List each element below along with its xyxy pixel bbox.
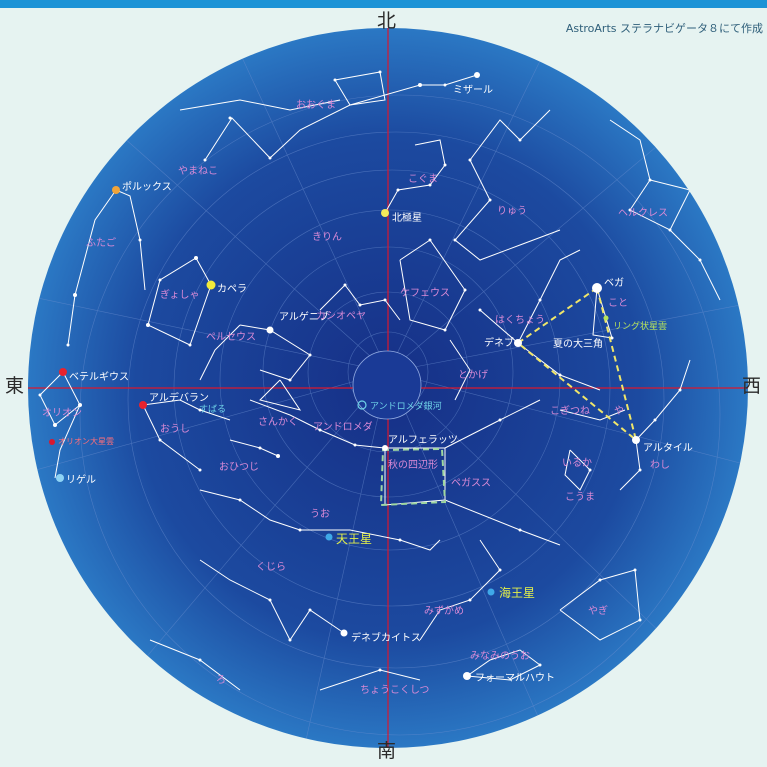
label-alpheratz: アルフェラッツ (388, 434, 458, 446)
const-label: ヘルクレス (618, 207, 668, 219)
label-orion-nebula: オリオン大星雲 (58, 436, 114, 446)
const-label: うお (310, 508, 330, 520)
const-label: やぎ (588, 604, 608, 617)
named-stars (49, 72, 640, 680)
const-label: ぎょしゃ (160, 288, 200, 301)
direction-north: 北 (377, 10, 397, 32)
direction-west: 西 (742, 375, 762, 397)
label-altair: アルタイル (643, 442, 693, 454)
planet-neptune (487, 588, 495, 596)
const-label: やまねこ (178, 165, 218, 177)
const-label: おひつじ (219, 461, 259, 473)
star-deneb-kaitos (340, 629, 348, 637)
label-fomalhaut: フォーマルハウト (475, 672, 555, 684)
star-polaris (381, 209, 389, 217)
top-accent-bar (0, 0, 767, 8)
pole-ring (352, 350, 422, 420)
label-autumn-square: 秋の四辺形 (388, 458, 438, 471)
label-andromeda-galaxy: アンドロメダ銀河 (370, 400, 442, 412)
label-mizar: ミザール (453, 84, 493, 96)
label-deneb-kaitos: デネブカイトス (351, 631, 421, 644)
const-label: おうし (160, 423, 190, 435)
const-label: こと (608, 297, 628, 309)
const-label: こうま (565, 491, 595, 503)
label-uranus: 天王星 (336, 532, 372, 546)
label-algenib: アルゲニブ (279, 310, 329, 323)
const-label: カシオペヤ (316, 310, 366, 322)
const-label: ケフェウス (400, 287, 450, 299)
const-label: ちょうこくしつ (360, 684, 429, 696)
const-label: アンドロメダ (313, 420, 373, 433)
star-alpheratz (382, 445, 388, 451)
label-deneb: デネブ (484, 336, 514, 349)
const-label: や (614, 405, 624, 417)
ring-nebula-dot (603, 315, 609, 321)
label-neptune: 海王星 (499, 585, 535, 600)
const-label: いるか (562, 457, 592, 469)
const-label: さんかく (258, 416, 298, 428)
const-label: ペガスス (451, 477, 491, 489)
label-summer-triangle: 夏の大三角 (553, 337, 603, 350)
const-label: はくちょう (495, 314, 545, 326)
object-labels: すばる リング状星雲 アンドロメダ銀河 オリオン大星雲 夏の大三角 秋の四辺形 (58, 320, 667, 471)
star-rigel (56, 474, 64, 482)
const-label: わし (650, 459, 670, 471)
star-altair (632, 436, 640, 444)
label-betelgeuse: ベテルギウス (69, 371, 129, 383)
const-label: くじら (256, 561, 286, 573)
summer-triangle-outline (516, 286, 638, 443)
const-label: おおぐま (296, 99, 336, 111)
star-labels: ミザール 北極星 ポルックス カペラ アルゲニブ ベガ デネブ アルタイル ベテ… (66, 84, 693, 684)
credit-text: AstroArts ステラナビゲータ８にて作成 (565, 22, 763, 35)
star-pollux (112, 186, 120, 194)
const-label: ペルセウス (206, 331, 256, 343)
orion-nebula-dot (49, 439, 55, 445)
faint-stars (38, 70, 702, 672)
star-algenib (266, 326, 274, 334)
star-vega (592, 283, 602, 293)
star-mizar (474, 72, 480, 78)
const-label: ろ (216, 675, 226, 686)
star-aldebaran (139, 401, 147, 409)
label-polaris: 北極星 (392, 211, 422, 224)
star-betelgeuse (59, 368, 67, 376)
const-label: りゅう (497, 205, 527, 217)
const-label: とかげ (458, 369, 488, 381)
constellation-labels: おおぐま やまねこ こぐま りゅう ヘルクレス ふたご きりん ぎょしゃ ケフェ… (42, 99, 670, 696)
label-ring-nebula: リング状星雲 (613, 320, 667, 332)
label-subaru: すばる (199, 404, 226, 415)
direction-south: 南 (377, 740, 397, 762)
const-label: みずがめ (424, 604, 464, 617)
label-capella: カペラ (217, 283, 247, 295)
const-label: オリオン (42, 407, 82, 419)
const-label: こぐま (408, 173, 438, 185)
label-pollux: ポルックス (122, 181, 172, 193)
label-aldebaran: アルデバラン (149, 391, 209, 404)
star-fomalhaut (463, 672, 471, 680)
const-label: みなみのうお (470, 650, 530, 662)
andromeda-galaxy-marker (357, 400, 367, 410)
autumn-square-outline (379, 447, 447, 507)
label-rigel: リゲル (66, 474, 96, 486)
const-label: ふたご (86, 236, 116, 249)
const-label: きりん (312, 231, 342, 243)
direction-east: 東 (5, 375, 25, 397)
const-label: こぎつね (550, 404, 590, 417)
star-capella (206, 280, 216, 290)
star-deneb (514, 339, 522, 347)
label-vega: ベガ (604, 277, 624, 289)
planet-uranus (325, 533, 333, 541)
